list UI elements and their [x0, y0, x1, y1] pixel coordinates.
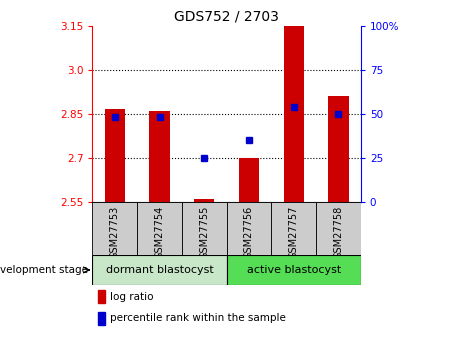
Bar: [328, 96, 349, 202]
Bar: [92, 255, 226, 285]
Bar: [149, 111, 170, 202]
Title: GDS752 / 2703: GDS752 / 2703: [174, 9, 279, 23]
Text: GSM27758: GSM27758: [333, 206, 344, 259]
Text: dormant blastocyst: dormant blastocyst: [106, 265, 213, 275]
Bar: [272, 202, 316, 255]
Text: percentile rank within the sample: percentile rank within the sample: [110, 313, 286, 323]
Bar: [137, 202, 182, 255]
Text: log ratio: log ratio: [110, 292, 153, 302]
Bar: [105, 109, 125, 202]
Bar: [284, 26, 304, 202]
Text: active blastocyst: active blastocyst: [247, 265, 341, 275]
Bar: [98, 290, 105, 304]
Text: GSM27756: GSM27756: [244, 206, 254, 259]
Bar: [239, 158, 259, 202]
Bar: [226, 255, 361, 285]
Bar: [316, 202, 361, 255]
Text: GSM27755: GSM27755: [199, 206, 209, 259]
Text: GSM27754: GSM27754: [155, 206, 165, 259]
Bar: [92, 202, 137, 255]
Text: development stage: development stage: [0, 265, 88, 275]
Bar: [226, 202, 272, 255]
Text: GSM27757: GSM27757: [289, 206, 299, 259]
Bar: [98, 312, 105, 325]
Bar: [194, 199, 214, 202]
Text: GSM27753: GSM27753: [110, 206, 120, 259]
Bar: [182, 202, 226, 255]
